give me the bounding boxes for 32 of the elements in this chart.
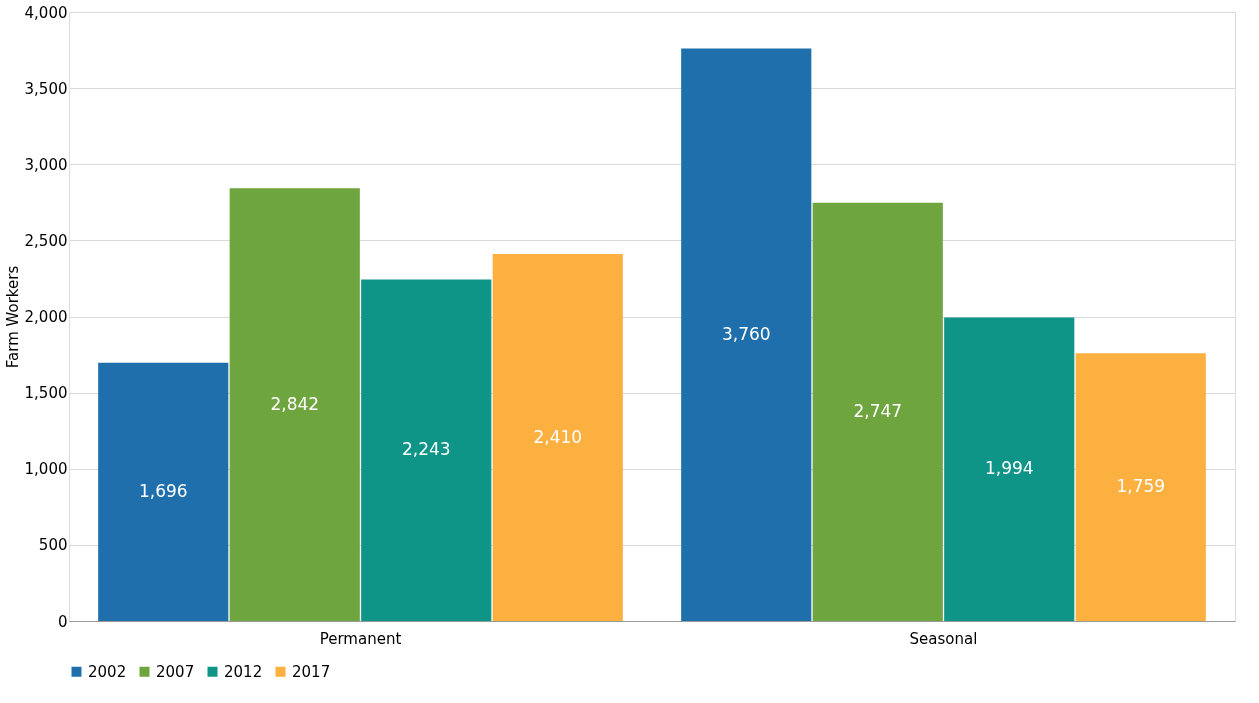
bar xyxy=(361,279,492,621)
data-label: 2,243 xyxy=(401,439,451,460)
bar xyxy=(229,188,360,621)
y-tick-label: 3,000 xyxy=(24,155,68,174)
y-tick-label: 2,000 xyxy=(24,308,68,326)
y-tick-label: 1,500 xyxy=(24,384,68,403)
bar xyxy=(98,362,229,621)
legend-label: 2007 xyxy=(156,662,195,681)
legend-label: 2002 xyxy=(88,662,127,681)
data-label: 2,410 xyxy=(533,426,583,447)
data-label: 2,747 xyxy=(853,400,903,421)
data-label: 1,759 xyxy=(1116,476,1166,497)
bar xyxy=(944,317,1075,621)
legend-label: 2012 xyxy=(224,662,263,681)
y-axis-title: Farm Workers xyxy=(3,265,22,369)
y-tick-label: 1,000 xyxy=(24,460,68,479)
y-tick-label: 0 xyxy=(57,612,68,631)
data-label: 1,696 xyxy=(138,480,188,501)
data-label: 1,994 xyxy=(984,458,1034,479)
y-tick-label: 2,500 xyxy=(24,231,68,250)
y-tick-label: 4,000 xyxy=(24,3,68,22)
bar xyxy=(1075,353,1206,621)
x-tick-label: Seasonal xyxy=(909,629,978,648)
data-label: 3,760 xyxy=(721,323,771,344)
bar xyxy=(681,48,812,621)
bar xyxy=(812,202,943,621)
y-tick-label: 500 xyxy=(38,536,68,555)
x-tick-label: Permanent xyxy=(319,629,402,648)
bar xyxy=(492,254,623,621)
y-tick-label: 3,500 xyxy=(24,79,68,98)
data-label: 2,842 xyxy=(270,393,320,414)
legend-label: 2017 xyxy=(292,662,331,681)
